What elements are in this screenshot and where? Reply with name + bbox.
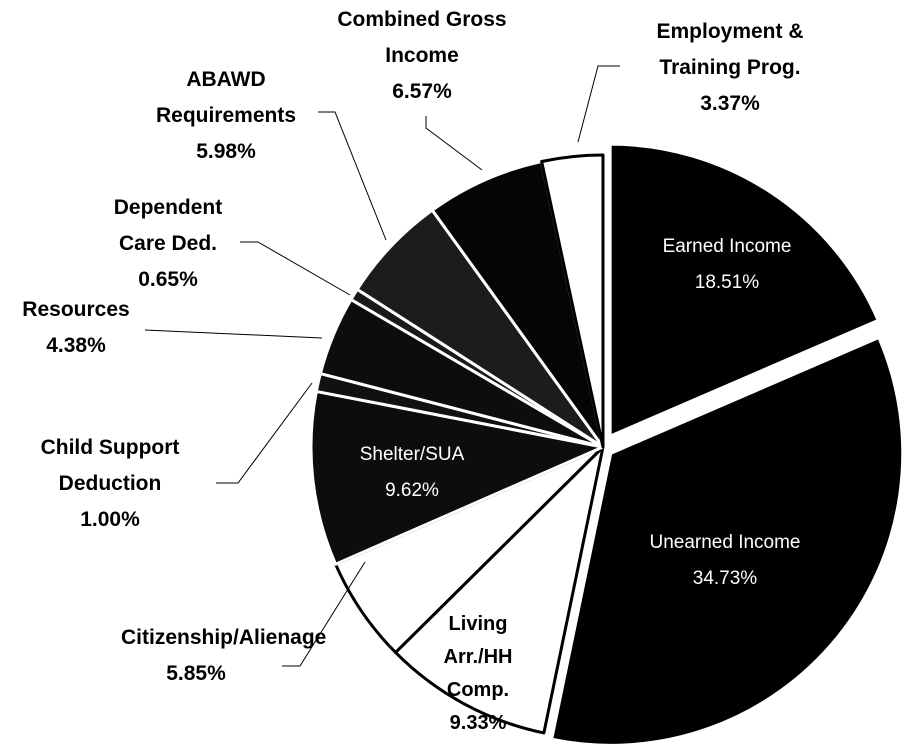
leader-line xyxy=(425,116,483,171)
slice-label: Dependent Care Ded. 0.65% xyxy=(93,190,243,298)
pie-slice xyxy=(540,153,605,449)
leader-line xyxy=(144,329,323,339)
slice-label: ABAWD Requirements 5.98% xyxy=(139,62,314,170)
slice-label: Living Arr./HH Comp. 9.33% xyxy=(418,608,538,740)
value-label: 5.98% xyxy=(196,140,256,163)
category-label: Employment & Training Prog. xyxy=(656,20,804,79)
value-label: 9.33% xyxy=(449,712,507,734)
pie-slice xyxy=(608,142,880,438)
value-label: 1.00% xyxy=(80,508,140,531)
pie-slice xyxy=(430,160,605,449)
slice-label: Resources 4.38% xyxy=(0,292,156,364)
category-label: Living Arr./HH Comp. xyxy=(443,613,513,701)
value-label: 6.57% xyxy=(392,80,452,103)
category-label: Earned Income xyxy=(662,236,792,257)
value-label: 34.73% xyxy=(692,568,758,589)
pie-slice xyxy=(309,389,605,566)
slice-label: Unearned Income 34.73% xyxy=(605,525,845,597)
slice-label: Employment & Training Prog. 3.37% xyxy=(630,14,830,122)
leader-line xyxy=(318,111,387,241)
value-label: 4.38% xyxy=(46,334,106,357)
pie-slice xyxy=(550,336,905,747)
leader-line xyxy=(240,241,351,296)
value-label: 0.65% xyxy=(138,268,198,291)
category-label: Unearned Income xyxy=(649,532,801,553)
value-label: 3.37% xyxy=(700,92,760,115)
slice-label: Citizenship/Alienage 5.85% xyxy=(121,620,327,692)
slice-label: Earned Income 18.51% xyxy=(617,229,837,301)
category-label: Combined Gross Income xyxy=(337,8,507,67)
value-label: 5.85% xyxy=(166,662,226,685)
slice-label: Combined Gross Income 6.57% xyxy=(312,2,532,110)
slice-label: Shelter/SUA 9.62% xyxy=(332,437,492,509)
pie-slice xyxy=(394,445,605,735)
category-label: Shelter/SUA xyxy=(359,444,465,465)
category-label: ABAWD Requirements xyxy=(155,68,297,127)
leader-line xyxy=(216,382,313,484)
leader-line xyxy=(577,65,620,143)
category-label: Dependent Care Ded. xyxy=(113,196,223,255)
slice-label: Child Support Deduction 1.00% xyxy=(10,430,210,538)
category-label: Citizenship/Alienage xyxy=(121,626,327,649)
value-label: 9.62% xyxy=(385,480,439,501)
category-label: Resources xyxy=(22,298,130,321)
category-label: Child Support Deduction xyxy=(40,436,180,495)
value-label: 18.51% xyxy=(694,272,760,293)
leader-line xyxy=(282,561,366,667)
